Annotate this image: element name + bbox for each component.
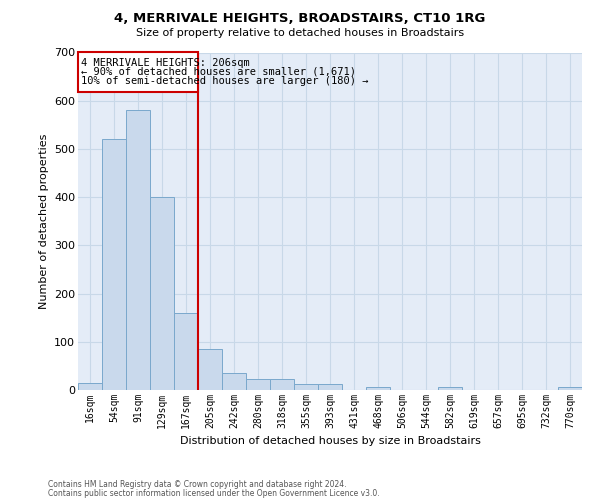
Bar: [270, 380, 294, 390]
Bar: [438, 386, 462, 390]
Bar: [78, 52, 198, 92]
Bar: [558, 386, 582, 390]
Bar: [198, 349, 222, 390]
Text: 4 MERRIVALE HEIGHTS: 206sqm: 4 MERRIVALE HEIGHTS: 206sqm: [81, 58, 250, 68]
Bar: [246, 380, 270, 390]
Text: 4, MERRIVALE HEIGHTS, BROADSTAIRS, CT10 1RG: 4, MERRIVALE HEIGHTS, BROADSTAIRS, CT10 …: [115, 12, 485, 26]
Text: Size of property relative to detached houses in Broadstairs: Size of property relative to detached ho…: [136, 28, 464, 38]
Bar: [366, 386, 390, 390]
Text: ← 90% of detached houses are smaller (1,671): ← 90% of detached houses are smaller (1,…: [81, 67, 356, 77]
Bar: [150, 197, 174, 390]
Bar: [294, 384, 318, 390]
Bar: [102, 140, 126, 390]
Bar: [174, 313, 198, 390]
Bar: [222, 373, 246, 390]
Bar: [318, 384, 342, 390]
Y-axis label: Number of detached properties: Number of detached properties: [38, 134, 49, 309]
Text: Contains public sector information licensed under the Open Government Licence v3: Contains public sector information licen…: [48, 489, 380, 498]
Text: Contains HM Land Registry data © Crown copyright and database right 2024.: Contains HM Land Registry data © Crown c…: [48, 480, 347, 489]
Text: 10% of semi-detached houses are larger (180) →: 10% of semi-detached houses are larger (…: [81, 76, 368, 86]
Bar: [126, 110, 150, 390]
X-axis label: Distribution of detached houses by size in Broadstairs: Distribution of detached houses by size …: [179, 436, 481, 446]
Bar: [78, 383, 102, 390]
